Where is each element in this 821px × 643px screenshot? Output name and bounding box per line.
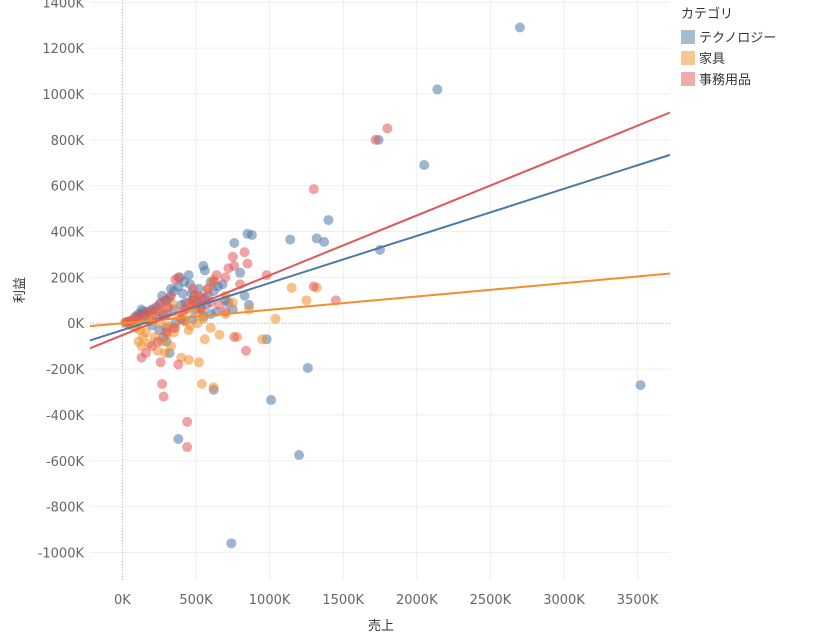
- legend-label-technology: テクノロジー: [699, 31, 777, 46]
- x-tick-label: 3500K: [617, 593, 659, 608]
- y-tick-label: -400K: [46, 409, 85, 424]
- legend-label-furniture: 家具: [699, 52, 726, 67]
- point-office-supplies: [241, 345, 252, 356]
- y-axis-title: 利益: [13, 277, 28, 303]
- point-office-supplies: [188, 283, 199, 294]
- point-technology: [239, 290, 250, 301]
- point-office-supplies: [161, 327, 172, 338]
- point-technology: [302, 362, 313, 373]
- point-office-supplies: [182, 442, 193, 453]
- point-furniture: [286, 282, 297, 293]
- point-office-supplies: [189, 295, 200, 306]
- point-office-supplies: [308, 281, 319, 292]
- legend-swatch-furniture: [681, 50, 695, 65]
- point-office-supplies: [242, 258, 253, 269]
- point-furniture: [301, 295, 312, 306]
- point-office-supplies: [163, 302, 174, 313]
- point-office-supplies: [158, 391, 169, 402]
- point-office-supplies: [239, 247, 250, 258]
- legend: カテゴリ テクノロジー 家具 事務用品: [681, 3, 776, 89]
- point-furniture: [205, 322, 216, 333]
- x-tick-label: 2000K: [396, 593, 438, 608]
- point-technology: [165, 283, 176, 294]
- point-technology: [199, 265, 210, 276]
- point-furniture: [199, 334, 210, 345]
- trend-line-furniture: [89, 272, 671, 328]
- point-technology: [635, 380, 646, 391]
- point-office-supplies: [208, 276, 219, 287]
- point-office-supplies: [196, 304, 207, 315]
- point-office-supplies: [220, 306, 231, 317]
- point-technology: [432, 84, 443, 95]
- point-office-supplies: [223, 263, 234, 274]
- point-office-supplies: [220, 272, 231, 283]
- y-tick-label: 1200K: [42, 42, 84, 57]
- x-tick-label: 500K: [179, 593, 213, 608]
- point-office-supplies: [152, 336, 163, 347]
- y-tick-label: -200K: [46, 363, 85, 378]
- point-office-supplies: [202, 283, 213, 294]
- point-furniture: [270, 313, 281, 324]
- point-technology: [266, 395, 277, 406]
- point-office-supplies: [214, 299, 225, 310]
- x-tick-label: 1000K: [249, 593, 291, 608]
- point-furniture: [227, 297, 238, 308]
- point-technology: [229, 238, 240, 249]
- y-tick-label: 600K: [51, 180, 85, 195]
- point-technology: [242, 228, 253, 239]
- point-office-supplies: [155, 357, 166, 368]
- legend-swatch-technology: [681, 29, 695, 44]
- point-office-supplies: [170, 274, 181, 285]
- y-tick-label: 400K: [51, 226, 85, 241]
- y-tick-label: 800K: [51, 134, 85, 149]
- point-office-supplies: [173, 359, 184, 370]
- legend-swatch-office-supplies: [681, 71, 695, 86]
- y-tick-label: 1400K: [42, 0, 84, 11]
- point-office-supplies: [157, 378, 168, 389]
- y-tick-label: -600K: [46, 455, 85, 470]
- point-technology: [319, 236, 330, 247]
- point-technology: [419, 160, 430, 171]
- y-tick-label: 1000K: [42, 88, 84, 103]
- x-tick-label: 0K: [114, 593, 131, 608]
- point-technology: [226, 538, 237, 549]
- point-furniture: [208, 382, 219, 393]
- x-tick-label: 2500K: [470, 593, 512, 608]
- point-technology: [514, 22, 525, 33]
- point-furniture: [165, 341, 176, 352]
- point-technology: [235, 267, 246, 278]
- point-furniture: [214, 329, 225, 340]
- point-technology: [294, 450, 305, 461]
- point-office-supplies: [382, 123, 393, 134]
- trend-line-office-supplies: [89, 111, 671, 350]
- x-tick-label: 3000K: [543, 593, 585, 608]
- point-office-supplies: [229, 331, 240, 342]
- x-axis-title: 売上: [368, 618, 394, 634]
- y-tick-label: 200K: [51, 271, 85, 286]
- point-technology: [323, 215, 334, 226]
- legend-label-office-supplies: 事務用品: [699, 73, 752, 88]
- legend-item-office-supplies[interactable]: 事務用品: [681, 68, 776, 89]
- legend-item-technology[interactable]: テクノロジー: [681, 26, 776, 47]
- point-furniture: [196, 378, 207, 389]
- point-technology: [177, 288, 188, 299]
- point-office-supplies: [370, 134, 381, 145]
- point-office-supplies: [308, 184, 319, 195]
- legend-title: カテゴリ: [681, 7, 734, 22]
- x-tick-label: 1500K: [322, 593, 364, 608]
- point-office-supplies: [168, 322, 179, 333]
- point-office-supplies: [182, 416, 193, 427]
- point-furniture: [257, 334, 268, 345]
- point-office-supplies: [140, 348, 151, 359]
- legend-item-furniture[interactable]: 家具: [681, 47, 776, 68]
- point-technology: [173, 434, 184, 445]
- y-tick-label: -800K: [46, 501, 85, 516]
- y-tick-label: -1000K: [38, 546, 85, 561]
- y-tick-label: 0K: [67, 317, 84, 332]
- point-furniture: [193, 357, 204, 368]
- point-office-supplies: [227, 251, 238, 262]
- point-technology: [285, 234, 296, 245]
